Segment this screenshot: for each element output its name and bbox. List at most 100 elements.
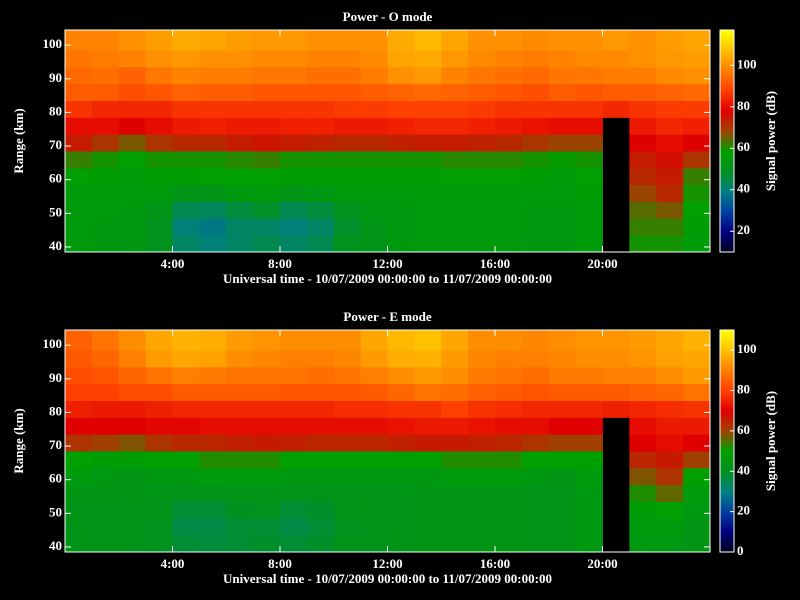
heatmap-cell xyxy=(521,151,550,169)
y-tick-label: 70 xyxy=(49,437,62,452)
heatmap-cell xyxy=(65,501,93,519)
heatmap-cell xyxy=(360,400,388,418)
heatmap-cell xyxy=(441,117,469,135)
heatmap-cell xyxy=(199,151,227,169)
heatmap-cell xyxy=(468,367,496,385)
heatmap-cell xyxy=(629,518,657,536)
heatmap-cell xyxy=(521,467,550,486)
heatmap-cell xyxy=(521,518,550,536)
heatmap-cell xyxy=(306,83,335,102)
heatmap-cell xyxy=(306,167,335,186)
heatmap-cell xyxy=(199,535,227,553)
heatmap-cell xyxy=(602,100,630,118)
heatmap-cell xyxy=(306,201,335,219)
heatmap-cell xyxy=(441,100,469,118)
heatmap-cell xyxy=(65,383,93,402)
heatmap-cell xyxy=(468,501,496,519)
heatmap-cell xyxy=(91,330,120,351)
heatmap-cell xyxy=(280,535,308,553)
heatmap-cell xyxy=(387,484,415,502)
heatmap-cell xyxy=(91,201,120,219)
heatmap-cell xyxy=(629,30,657,51)
heatmap-cell xyxy=(333,83,362,102)
x-tick-label: 12:00 xyxy=(372,256,402,271)
heatmap-cell xyxy=(360,83,388,102)
heatmap-cell xyxy=(145,467,173,486)
heatmap-cell xyxy=(683,235,711,253)
heatmap-cell xyxy=(253,235,281,253)
heatmap-cell xyxy=(360,134,388,152)
heatmap-cell xyxy=(602,367,630,385)
heatmap-cell xyxy=(414,167,442,186)
heatmap-cell xyxy=(656,434,684,452)
heatmap-cell xyxy=(172,167,200,186)
heatmap-cell xyxy=(656,67,684,85)
heatmap-cell xyxy=(118,467,147,486)
heatmap-cell xyxy=(360,484,388,502)
heatmap-cell xyxy=(575,417,603,435)
heatmap-cell xyxy=(629,434,657,452)
heatmap-cell xyxy=(683,417,711,435)
heatmap-cell xyxy=(65,201,93,219)
heatmap-cell xyxy=(548,184,577,202)
heatmap-cell xyxy=(226,467,254,486)
heatmap-cell xyxy=(306,235,335,253)
heatmap-cell xyxy=(280,167,308,186)
heatmap-cell xyxy=(548,235,577,253)
heatmap-cell xyxy=(65,151,93,169)
heatmap-cell xyxy=(199,218,227,236)
heatmap-cell xyxy=(306,134,335,152)
heatmap-cell xyxy=(656,383,684,402)
y-tick-label: 60 xyxy=(49,471,62,486)
heatmap-cell xyxy=(91,83,120,102)
heatmap-cell xyxy=(65,484,93,502)
heatmap-cell xyxy=(521,30,550,51)
heatmap-cell xyxy=(226,434,254,452)
heatmap-cell xyxy=(118,235,147,253)
heatmap-cell xyxy=(360,151,388,169)
heatmap-cell xyxy=(548,467,577,486)
heatmap-cell xyxy=(360,50,388,68)
heatmap-cell xyxy=(521,201,550,219)
heatmap-cell xyxy=(172,50,200,68)
heatmap-cell xyxy=(172,518,200,536)
heatmap-cell xyxy=(65,451,93,469)
heatmap-cell xyxy=(414,367,442,385)
heatmap-cell xyxy=(360,367,388,385)
heatmap-cell xyxy=(548,350,577,368)
heatmap-cell xyxy=(145,167,173,186)
heatmap-cell xyxy=(253,167,281,186)
heatmap-cell xyxy=(65,134,93,152)
heatmap-cell xyxy=(495,134,523,152)
heatmap-cell xyxy=(468,417,496,435)
heatmap-cell xyxy=(548,400,577,418)
heatmap-cell xyxy=(145,100,173,118)
heatmap-cell xyxy=(253,484,281,502)
y-tick-label: 80 xyxy=(49,403,62,418)
heatmap-cell xyxy=(253,184,281,202)
heatmap-cell xyxy=(306,367,335,385)
heatmap-cell xyxy=(468,484,496,502)
heatmap-cell xyxy=(575,235,603,253)
heatmap-cell xyxy=(280,134,308,152)
heatmap-cell xyxy=(199,383,227,402)
heatmap-cell xyxy=(629,367,657,385)
heatmap-cell xyxy=(629,330,657,351)
heatmap-cell xyxy=(306,67,335,85)
heatmap-cell xyxy=(387,30,415,51)
heatmap-cell xyxy=(387,434,415,452)
heatmap-cell xyxy=(387,467,415,486)
heatmap-cell xyxy=(521,417,550,435)
heatmap-cell xyxy=(495,218,523,236)
heatmap-cell xyxy=(495,167,523,186)
heatmap-cell xyxy=(441,367,469,385)
heatmap-cell xyxy=(521,501,550,519)
heatmap-cell xyxy=(118,400,147,418)
heatmap-cell xyxy=(441,67,469,85)
heatmap-cell xyxy=(656,167,684,186)
heatmap-cell xyxy=(468,350,496,368)
heatmap-cell xyxy=(280,330,308,351)
y-tick-label: 90 xyxy=(49,370,62,385)
